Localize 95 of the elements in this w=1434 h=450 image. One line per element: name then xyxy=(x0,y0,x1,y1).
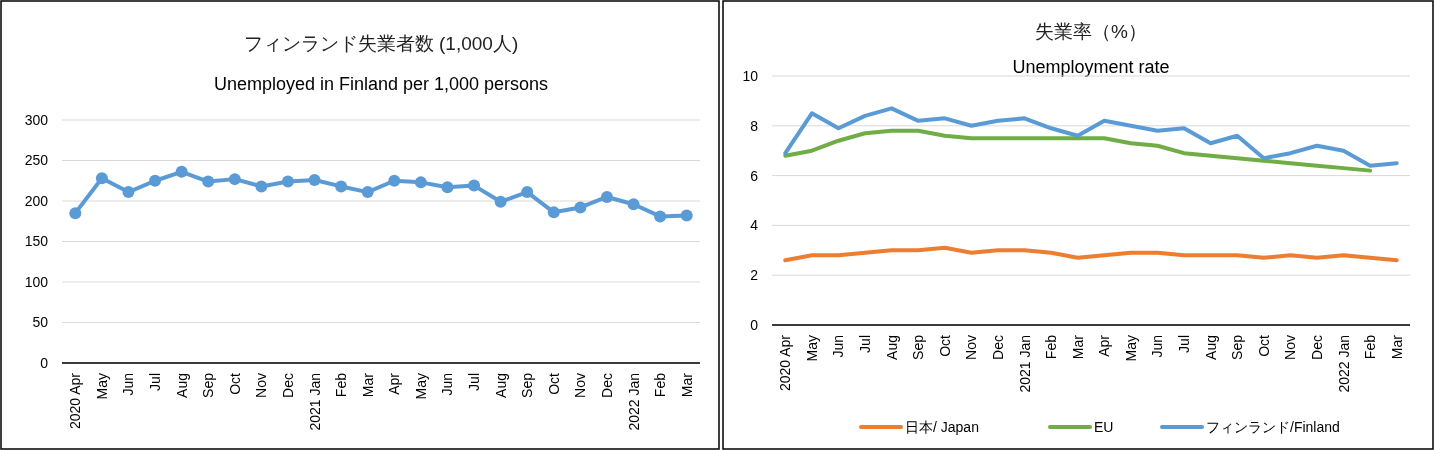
x-tick-label: Dec xyxy=(598,373,615,398)
x-tick-label: Jul xyxy=(857,335,874,353)
y-tick-label: 100 xyxy=(24,273,49,290)
x-tick-label: Aug xyxy=(883,335,900,360)
point xyxy=(122,186,135,199)
x-tick-label: Nov xyxy=(572,373,589,398)
line-series xyxy=(783,128,1373,173)
x-tick-label: Jul xyxy=(466,373,483,391)
x-tick-label: Nov xyxy=(1282,335,1299,360)
x-tick-label: Dec xyxy=(989,335,1006,360)
x-tick-label: Feb xyxy=(1362,334,1379,360)
line-series xyxy=(783,106,1399,168)
y-tick-label: 10 xyxy=(742,67,759,84)
chart-title: フィンランド失業者数 (1,000人) xyxy=(243,33,519,54)
point xyxy=(95,172,108,185)
point xyxy=(654,210,667,223)
x-tick-label: Jul xyxy=(1176,335,1193,353)
chart-title: 失業率（%） xyxy=(1035,21,1147,42)
x-tick-label: Oct xyxy=(226,372,243,395)
x-tick-label: Mar xyxy=(359,372,376,398)
x-tick-label: Jun xyxy=(439,373,456,396)
point xyxy=(680,209,693,222)
point xyxy=(547,206,560,219)
x-tick-label: Nov xyxy=(963,335,980,360)
y-tick-label: 2 xyxy=(750,267,759,284)
x-tick-label: Sep xyxy=(519,372,536,398)
point xyxy=(228,173,241,186)
point xyxy=(521,186,534,199)
point xyxy=(308,173,321,186)
point xyxy=(574,201,587,214)
point xyxy=(468,179,481,192)
point xyxy=(149,174,162,187)
point xyxy=(69,207,82,220)
x-tick-label: Feb xyxy=(1043,334,1060,360)
point xyxy=(175,165,188,178)
x-tick-label: 2021 Jan xyxy=(1016,335,1033,393)
x-tick-label: Sep xyxy=(910,334,927,360)
x-tick-label: Mar xyxy=(1388,334,1405,360)
x-tick-label: May xyxy=(803,335,820,362)
point xyxy=(627,198,640,211)
x-tick-label: Mar xyxy=(1069,334,1086,360)
x-tick-label: May xyxy=(1122,335,1139,362)
x-tick-label: Mar xyxy=(678,372,695,398)
x-tick-label: Nov xyxy=(253,373,270,398)
x-tick-label: 2020 Apr xyxy=(777,334,794,392)
line-series xyxy=(783,245,1399,263)
x-tick-label: Jun xyxy=(1149,335,1166,358)
y-tick-label: 6 xyxy=(750,167,759,184)
chart-subtitle: Unemployment rate xyxy=(1012,57,1170,77)
x-tick-label: Dec xyxy=(1308,335,1325,360)
x-tick-label: 2020 Apr xyxy=(67,372,84,430)
point xyxy=(281,175,294,188)
x-tick-label: 2022 Jan xyxy=(625,373,642,431)
y-tick-label: 150 xyxy=(24,233,49,250)
y-tick-label: 50 xyxy=(32,314,49,331)
x-tick-label: 2021 Jan xyxy=(306,373,323,431)
y-tick-label: 4 xyxy=(750,217,759,234)
x-tick-label: Aug xyxy=(492,373,509,398)
x-tick-label: 2022 Jan xyxy=(1335,335,1352,393)
x-tick-label: May xyxy=(412,373,429,400)
x-tick-label: Feb xyxy=(652,372,669,398)
point xyxy=(388,174,401,187)
y-tick-label: 250 xyxy=(24,152,49,169)
x-tick-label: Jun xyxy=(120,373,137,396)
y-tick-label: 300 xyxy=(24,111,49,128)
chart-subtitle: Unemployed in Finland per 1,000 persons xyxy=(213,74,549,94)
x-tick-label: Dec xyxy=(279,373,296,398)
point xyxy=(361,186,374,199)
point xyxy=(600,190,613,203)
point xyxy=(441,181,454,194)
point xyxy=(414,176,427,189)
x-tick-label: May xyxy=(93,373,110,400)
x-tick-label: Aug xyxy=(173,373,190,398)
y-tick-label: 0 xyxy=(750,316,759,333)
legend-label: EU xyxy=(1094,418,1114,435)
x-tick-label: Aug xyxy=(1202,335,1219,360)
legend-label: フィンランド/Finland xyxy=(1206,418,1340,435)
x-tick-label: Sep xyxy=(200,372,217,398)
y-tick-label: 8 xyxy=(750,117,759,134)
point xyxy=(202,175,215,188)
x-tick-label: Oct xyxy=(1255,334,1272,357)
x-tick-label: Apr xyxy=(1096,334,1113,357)
x-tick-label: Feb xyxy=(333,372,350,398)
x-tick-label: Oct xyxy=(936,334,953,357)
legend-label: 日本/ Japan xyxy=(905,418,979,435)
point xyxy=(255,180,268,193)
x-tick-label: Apr xyxy=(386,372,403,395)
x-tick-label: Jun xyxy=(830,335,847,358)
x-tick-label: Oct xyxy=(545,372,562,395)
point xyxy=(335,180,348,193)
y-tick-label: 0 xyxy=(40,354,49,371)
x-tick-label: Sep xyxy=(1229,334,1246,360)
y-tick-label: 200 xyxy=(24,192,49,209)
point xyxy=(494,195,507,208)
x-tick-label: Jul xyxy=(147,373,164,391)
